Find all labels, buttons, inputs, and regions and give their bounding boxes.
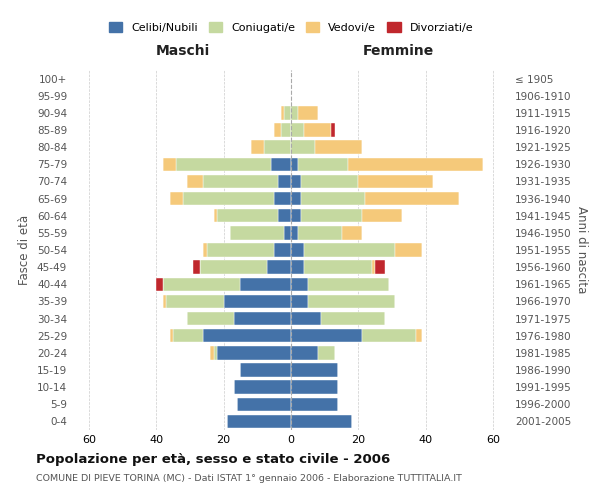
Bar [304, 260, 372, 274]
Bar [214, 209, 217, 222]
Bar [291, 329, 362, 342]
Bar [284, 226, 291, 239]
Bar [358, 174, 433, 188]
Bar [304, 244, 395, 256]
Bar [301, 192, 365, 205]
Bar [274, 192, 291, 205]
Bar [291, 106, 298, 120]
Bar [291, 398, 338, 411]
Bar [372, 260, 375, 274]
Legend: Celibi/Nubili, Coniugati/e, Vedovi/e, Divorziati/e: Celibi/Nubili, Coniugati/e, Vedovi/e, Di… [104, 18, 478, 38]
Bar [291, 312, 322, 326]
Bar [298, 226, 341, 239]
Bar [291, 158, 298, 171]
Bar [375, 260, 385, 274]
Bar [284, 106, 291, 120]
Bar [170, 329, 173, 342]
Bar [274, 244, 291, 256]
Bar [241, 278, 291, 291]
Bar [230, 226, 284, 239]
Bar [395, 244, 422, 256]
Bar [210, 346, 214, 360]
Bar [291, 380, 338, 394]
Bar [241, 364, 291, 376]
Bar [291, 346, 318, 360]
Y-axis label: Anni di nascita: Anni di nascita [575, 206, 588, 294]
Bar [304, 124, 331, 136]
Bar [217, 346, 291, 360]
Bar [251, 140, 264, 154]
Bar [237, 398, 291, 411]
Bar [166, 294, 224, 308]
Bar [187, 174, 203, 188]
Bar [281, 124, 291, 136]
Bar [291, 209, 301, 222]
Bar [322, 312, 385, 326]
Bar [314, 140, 362, 154]
Bar [203, 244, 207, 256]
Bar [170, 192, 183, 205]
Bar [291, 364, 338, 376]
Bar [291, 414, 352, 428]
Bar [203, 329, 291, 342]
Bar [274, 124, 281, 136]
Bar [193, 260, 200, 274]
Bar [348, 158, 483, 171]
Bar [187, 312, 234, 326]
Bar [268, 260, 291, 274]
Bar [301, 209, 362, 222]
Bar [308, 294, 395, 308]
Bar [183, 192, 274, 205]
Bar [298, 106, 318, 120]
Bar [156, 278, 163, 291]
Bar [291, 174, 301, 188]
Bar [207, 244, 274, 256]
Text: Maschi: Maschi [156, 44, 211, 58]
Bar [362, 329, 416, 342]
Y-axis label: Fasce di età: Fasce di età [19, 215, 31, 285]
Bar [298, 158, 348, 171]
Bar [301, 174, 358, 188]
Bar [234, 380, 291, 394]
Text: Popolazione per età, sesso e stato civile - 2006: Popolazione per età, sesso e stato civil… [36, 452, 390, 466]
Bar [278, 174, 291, 188]
Bar [173, 329, 203, 342]
Bar [203, 174, 278, 188]
Bar [200, 260, 268, 274]
Bar [176, 158, 271, 171]
Bar [318, 346, 335, 360]
Bar [362, 209, 402, 222]
Bar [163, 278, 241, 291]
Bar [271, 158, 291, 171]
Text: Femmine: Femmine [363, 44, 434, 58]
Bar [308, 278, 389, 291]
Bar [291, 140, 314, 154]
Bar [227, 414, 291, 428]
Bar [365, 192, 460, 205]
Bar [217, 209, 278, 222]
Bar [163, 294, 166, 308]
Bar [291, 192, 301, 205]
Bar [331, 124, 335, 136]
Bar [214, 346, 217, 360]
Text: COMUNE DI PIEVE TORINA (MC) - Dati ISTAT 1° gennaio 2006 - Elaborazione TUTTITAL: COMUNE DI PIEVE TORINA (MC) - Dati ISTAT… [36, 474, 462, 483]
Bar [416, 329, 422, 342]
Bar [234, 312, 291, 326]
Bar [291, 260, 304, 274]
Bar [278, 209, 291, 222]
Bar [291, 294, 308, 308]
Bar [291, 226, 298, 239]
Bar [341, 226, 362, 239]
Bar [264, 140, 291, 154]
Bar [281, 106, 284, 120]
Bar [291, 244, 304, 256]
Bar [224, 294, 291, 308]
Bar [291, 124, 304, 136]
Bar [163, 158, 176, 171]
Bar [291, 278, 308, 291]
